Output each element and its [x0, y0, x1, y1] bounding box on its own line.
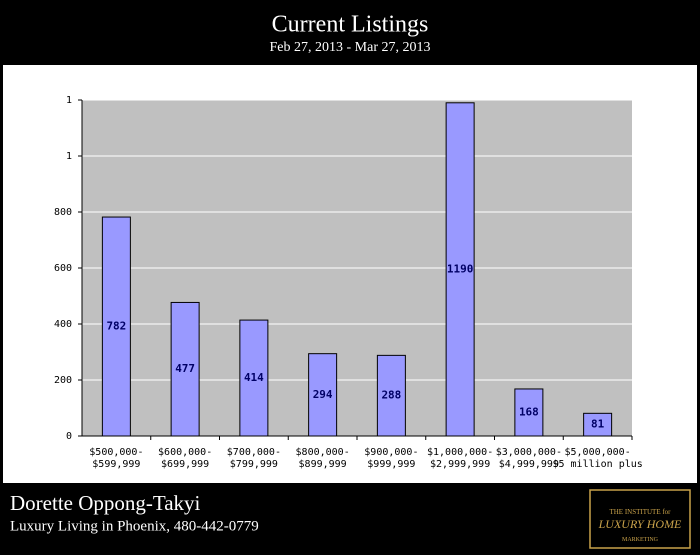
bar: [514, 388, 544, 437]
logo-box: [589, 489, 691, 549]
y-tick-label: 1: [66, 95, 72, 106]
bar: [101, 216, 131, 437]
bar: [170, 301, 200, 437]
y-tick-label: 600: [54, 263, 72, 274]
agent-tagline: Luxury Living in Phoenix, 480-442-0779: [10, 518, 259, 534]
x-tick-label: $5,000,000-: [565, 447, 631, 458]
bar: [376, 354, 406, 437]
x-tick-label: $799,999: [230, 459, 278, 470]
y-tick-label: 200: [54, 375, 72, 386]
chart-subtitle: Feb 27, 2013 - Mar 27, 2013: [270, 40, 431, 55]
x-tick-label: $600,000-: [158, 447, 212, 458]
value-label: 414: [244, 371, 264, 384]
x-tick-label: $700,000-: [227, 447, 281, 458]
x-tick-label: $4,999,999: [499, 459, 559, 470]
x-tick-label: $999,999: [367, 459, 415, 470]
value-label: 81: [591, 418, 605, 431]
y-tick-label: 1: [66, 151, 72, 162]
value-label: 168: [519, 405, 539, 418]
value-label: 288: [381, 389, 401, 402]
x-tick-label: $900,000-: [364, 447, 418, 458]
value-label: 1190: [447, 262, 474, 275]
value-label: 782: [106, 320, 126, 333]
logo-text: LUXURY HOME: [598, 517, 682, 531]
x-tick-label: $500,000-: [89, 447, 143, 458]
agent-name: Dorette Oppong-Takyi: [10, 491, 201, 515]
bar: [445, 102, 475, 437]
x-tick-label: $800,000-: [296, 447, 350, 458]
logo-text: THE INSTITUTE for: [609, 508, 671, 516]
y-tick-label: 0: [66, 431, 72, 442]
bar: [583, 412, 613, 437]
x-tick-label: $699,999: [161, 459, 209, 470]
bar: [308, 353, 338, 437]
value-label: 294: [313, 388, 333, 401]
x-tick-label: $5 million plus: [552, 459, 642, 470]
value-label: 477: [175, 362, 195, 375]
x-tick-label: $899,999: [299, 459, 347, 470]
x-tick-label: $1,000,000-: [427, 447, 493, 458]
chart-title: Current Listings: [272, 12, 429, 38]
y-tick-label: 400: [54, 319, 72, 330]
logo-text: MARKETING: [622, 537, 659, 543]
bar: [239, 319, 269, 437]
x-tick-label: $599,999: [92, 459, 140, 470]
x-tick-label: $3,000,000-: [496, 447, 562, 458]
x-tick-label: $2,999,999: [430, 459, 490, 470]
y-tick-label: 800: [54, 207, 72, 218]
